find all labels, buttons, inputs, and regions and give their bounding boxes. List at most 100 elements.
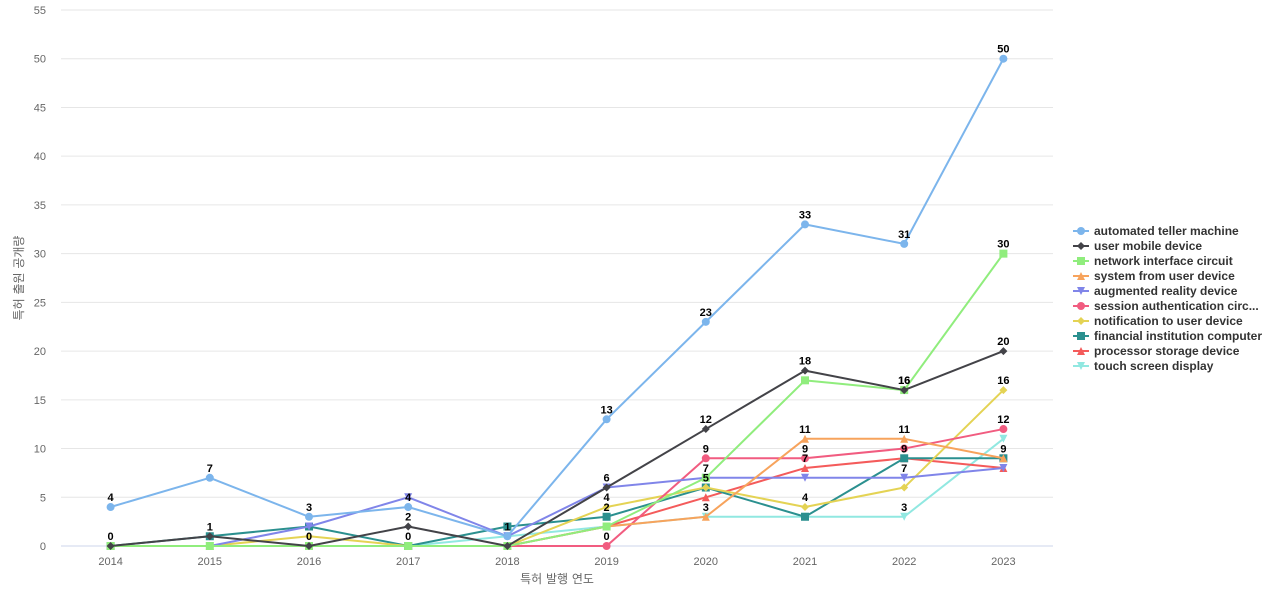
data-point[interactable] — [999, 386, 1008, 395]
data-point[interactable] — [701, 454, 710, 463]
series-line[interactable] — [110, 457, 1004, 547]
legend-marker — [1077, 286, 1085, 295]
data-point[interactable] — [503, 532, 512, 541]
data-point[interactable] — [701, 483, 710, 492]
data-point[interactable] — [900, 434, 909, 443]
data-label: 16 — [997, 375, 1009, 387]
data-point[interactable] — [999, 347, 1008, 356]
legend-marker — [1077, 331, 1085, 340]
legend-item[interactable]: augmented reality device — [1072, 283, 1262, 298]
data-point[interactable] — [900, 483, 909, 492]
data-point[interactable] — [701, 317, 710, 326]
data-point[interactable] — [900, 454, 909, 463]
legend-item[interactable]: system from user device — [1072, 268, 1262, 283]
y-axis-title: 특허 출원 공개량 — [12, 236, 26, 321]
series-line[interactable] — [110, 428, 1004, 547]
data-point[interactable] — [999, 454, 1008, 463]
data-point[interactable] — [106, 503, 115, 512]
series-line[interactable] — [110, 253, 1005, 547]
x-axis-tick-labels: 2014 2015 2016 2017 2018 2019 2020 2021 2022 2023 — [98, 556, 1015, 568]
data-label: 0 — [405, 531, 411, 543]
legend-item[interactable]: automated teller machine — [1072, 223, 1262, 238]
data-point[interactable] — [404, 542, 413, 550]
legend-item[interactable]: session authentication circ... — [1072, 298, 1262, 313]
data-point[interactable] — [801, 464, 809, 473]
data-point[interactable] — [205, 542, 214, 550]
data-label: 3 — [306, 502, 312, 514]
data-point[interactable] — [205, 473, 214, 482]
data-point[interactable] — [404, 493, 413, 502]
data-point[interactable] — [205, 532, 214, 541]
legend-swatch — [1073, 331, 1089, 340]
data-point[interactable] — [999, 249, 1008, 258]
series-line[interactable] — [110, 58, 1005, 538]
series-line[interactable] — [110, 350, 1004, 547]
data-point[interactable] — [701, 473, 710, 482]
data-point[interactable] — [404, 503, 413, 512]
data-point[interactable] — [900, 444, 909, 453]
data-point[interactable] — [602, 503, 611, 512]
legend-marker — [1077, 361, 1085, 370]
data-point[interactable] — [801, 220, 809, 229]
legend-swatch — [1073, 346, 1089, 355]
data-point[interactable] — [602, 522, 611, 531]
data-point[interactable] — [999, 464, 1008, 473]
data-point[interactable] — [305, 532, 313, 541]
data-label: 20 — [997, 336, 1009, 348]
data-point[interactable] — [999, 434, 1008, 443]
data-label: 7 — [901, 463, 907, 475]
data-point[interactable] — [106, 542, 115, 550]
x-tick-label: 2018 — [495, 556, 519, 568]
data-point[interactable] — [602, 415, 611, 424]
data-label: 4 — [108, 492, 115, 504]
data-point[interactable] — [801, 512, 809, 521]
data-label: 2 — [405, 512, 411, 524]
data-point[interactable] — [801, 376, 809, 385]
data-label: 9 — [703, 443, 709, 455]
data-point[interactable] — [900, 512, 909, 521]
legend-item[interactable]: processor storage device — [1072, 343, 1262, 358]
legend-label: network interface circuit — [1094, 253, 1233, 268]
data-label: 9 — [901, 443, 907, 455]
data-point[interactable] — [602, 483, 611, 492]
data-point[interactable] — [602, 512, 611, 521]
data-label: 0 — [604, 531, 610, 543]
data-point[interactable] — [999, 54, 1008, 63]
y-tick-label: 15 — [34, 395, 46, 407]
data-label: 11 — [799, 424, 811, 436]
data-point[interactable] — [900, 386, 909, 395]
data-point[interactable] — [801, 473, 809, 482]
legend-item[interactable]: user mobile device — [1072, 238, 1262, 253]
data-point[interactable] — [900, 473, 909, 482]
data-point[interactable] — [602, 542, 611, 550]
data-point[interactable] — [503, 522, 512, 531]
legend-label: touch screen display — [1094, 358, 1214, 373]
data-point[interactable] — [801, 503, 809, 512]
data-point[interactable] — [801, 366, 809, 375]
data-point[interactable] — [503, 542, 512, 550]
data-point[interactable] — [701, 512, 710, 521]
series-line[interactable] — [110, 467, 1004, 547]
data-point[interactable] — [404, 522, 413, 531]
data-point[interactable] — [701, 493, 710, 502]
data-label: 1 — [207, 521, 213, 533]
data-point[interactable] — [801, 434, 809, 443]
data-point[interactable] — [305, 522, 313, 531]
legend-label: augmented reality device — [1094, 283, 1238, 298]
data-point[interactable] — [801, 454, 809, 463]
data-point[interactable] — [305, 512, 313, 521]
legend-swatch — [1073, 286, 1089, 295]
data-label: 9 — [1000, 443, 1006, 455]
legend-label: user mobile device — [1094, 238, 1203, 253]
legend-item[interactable]: network interface circuit — [1072, 253, 1262, 268]
data-point[interactable] — [999, 425, 1008, 434]
x-tick-label: 2022 — [892, 556, 916, 568]
legend-item[interactable]: touch screen display — [1072, 358, 1262, 373]
data-point[interactable] — [305, 542, 313, 550]
legend-item[interactable]: financial institution computer — [1072, 328, 1262, 343]
data-point[interactable] — [900, 239, 909, 248]
legend-swatch — [1073, 256, 1089, 265]
data-label: 31 — [898, 229, 910, 241]
data-point[interactable] — [701, 425, 710, 434]
legend-item[interactable]: notification to user device — [1072, 313, 1262, 328]
